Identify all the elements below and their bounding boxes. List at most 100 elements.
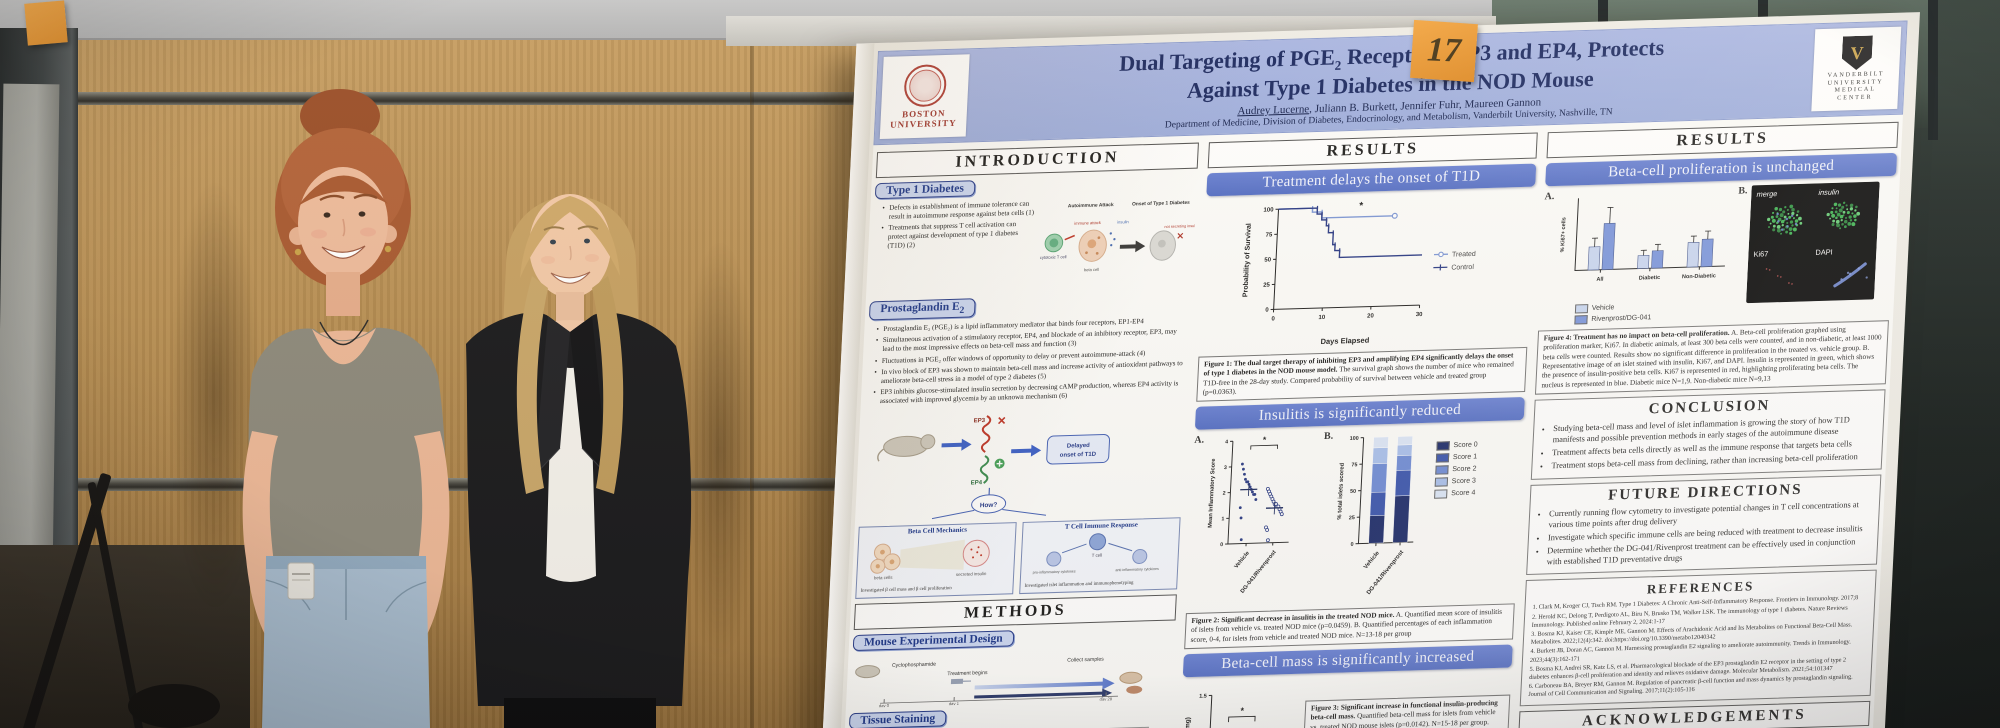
poster-column-intro-methods: INTRODUCTION Type 1 Diabetes Defects in … [838, 142, 1199, 728]
svg-text:All: All [1596, 277, 1604, 283]
t1d-diagram: Autoimmune Attack Onset of Type 1 Diabet… [1040, 200, 1197, 273]
svg-text:Non-Diabetic: Non-Diabetic [1682, 273, 1716, 280]
references-section: REFERENCES 1. Clark M, Kroger CJ, Tisch … [1519, 570, 1877, 706]
person-left-face [289, 167, 397, 279]
future-directions-bullets: Currently running flow cytometry to inve… [1534, 500, 1872, 569]
svg-text:pro-inflammatory cytokines: pro-inflammatory cytokines [1033, 569, 1076, 574]
svg-text:Collect samples: Collect samples [1067, 657, 1104, 664]
hair-strand [592, 276, 624, 494]
svg-text:insulin: insulin [1818, 187, 1839, 197]
person-shadow [680, 240, 760, 660]
t1d-bullets: Defects in establishment of immune toler… [870, 199, 1036, 296]
svg-text:50: 50 [1264, 257, 1272, 263]
results-header-right: RESULTS [1546, 121, 1899, 159]
wall-metal-strip [58, 92, 963, 105]
figure3-caption: Figure 3: Significant increase in functi… [1303, 694, 1511, 728]
figure4-microscopy-image: merge insulin Ki67 DAPI [1746, 181, 1880, 304]
glass-mullion [1928, 0, 1938, 140]
svg-text:75: 75 [1265, 232, 1273, 238]
svg-text:1.5: 1.5 [1199, 693, 1207, 699]
banner-beta-mass-increased: Beta-cell mass is significantly increase… [1182, 644, 1513, 678]
svg-text:cytotoxic T cell: cytotoxic T cell [1040, 254, 1067, 260]
necklace [319, 319, 369, 346]
introduction-header: INTRODUCTION [875, 142, 1199, 179]
banner-insulitis-reduced: Insulitis is significantly reduced [1194, 397, 1525, 431]
svg-text:Beta-Cell Mass (mg): Beta-Cell Mass (mg) [1182, 717, 1192, 728]
svg-text:EP4: EP4 [971, 480, 983, 486]
sticky-note-left [24, 0, 68, 46]
svg-text:*: * [1262, 435, 1266, 445]
t-cell-response-box: T Cell Immune Response T cell pro-inflam… [1019, 517, 1181, 595]
svg-text:day 0: day 0 [879, 703, 890, 708]
svg-text:20: 20 [1366, 313, 1374, 319]
svg-text:0: 0 [1265, 308, 1269, 314]
svg-text:25: 25 [1263, 283, 1271, 289]
sticky-note-17: 17 [1410, 19, 1478, 83]
svg-text:Ki67: Ki67 [1753, 249, 1768, 258]
svg-text:Treated: Treated [1451, 251, 1475, 259]
svg-text:Autoimmune Attack: Autoimmune Attack [1068, 202, 1114, 209]
svg-text:EP3: EP3 [974, 418, 986, 424]
svg-text:insulin: insulin [1117, 219, 1130, 224]
svg-text:not secreting insulin: not secreting insulin [1164, 224, 1196, 229]
figure1-caption: Figure 1: The dual target therapy of inh… [1196, 346, 1528, 403]
svg-text:Vehicle: Vehicle [1363, 550, 1381, 570]
svg-text:day 1: day 1 [949, 701, 960, 706]
figure4-grouped-bar-chart: % Ki67+ cells All Diabetic Non-Diabetic [1553, 186, 1734, 303]
figure4-panel-b-label: B. [1738, 185, 1748, 197]
figure1-survival-chart: 0 25 50 75 100 0 10 20 30 Days Elapsed Probability… [1235, 193, 1498, 351]
bu-seal-icon [903, 63, 948, 107]
vanderbilt-shield-icon: V [1841, 36, 1873, 71]
banner-treatment-delays: Treatment delays the onset of T1D [1206, 163, 1537, 197]
person-left-arm [402, 431, 450, 640]
person-right-face [520, 194, 620, 298]
svg-text:*: * [1240, 706, 1244, 716]
svg-text:beta cell: beta cell [1084, 267, 1100, 272]
person-left-arm [242, 431, 290, 640]
figure4-caption: Figure 4: Treatment has no impact on bet… [1534, 320, 1889, 395]
svg-text:anti-inflammatory cytokines: anti-inflammatory cytokines [1115, 567, 1159, 572]
tissue-staining-subheader: Tissue Staining [848, 710, 947, 728]
svg-text:100: 100 [1263, 207, 1274, 213]
figure4-legend: Vehicle Rivenprost/DG-041 [1574, 300, 1729, 325]
poster-board: BOSTON UNIVERSITY Dual Targeting of PGE2… [819, 12, 1920, 728]
svg-text:75: 75 [1351, 463, 1357, 469]
id-badge [287, 562, 315, 600]
figure4-panels: A. % Ki67+ cells All Diabetic Non-Diabetic … [1538, 181, 1895, 326]
svg-text:Days Elapsed: Days Elapsed [1320, 336, 1370, 346]
svg-text:Treatment begins: Treatment begins [947, 670, 988, 677]
bu-logo: BOSTON UNIVERSITY [879, 54, 970, 140]
person-right [466, 194, 692, 728]
figure2-caption: Figure 2: Significant decrease in insuli… [1184, 603, 1515, 650]
experimental-design-subheader: Mouse Experimental Design [852, 630, 1015, 652]
bu-logo-text: BOSTON UNIVERSITY [889, 107, 957, 130]
pge2-bullets: Prostaglandin E₂ (PGE₂) is a lipid infla… [865, 316, 1191, 408]
svg-text:10: 10 [1318, 315, 1326, 321]
earring-left [294, 248, 302, 256]
person-left-jeans [262, 556, 430, 728]
svg-text:Probability of Survival: Probability of Survival [1242, 223, 1253, 297]
svg-text:0: 0 [1271, 316, 1275, 322]
hair-strand [516, 276, 548, 494]
svg-text:% total islets scored: % total islets scored [1337, 463, 1346, 520]
svg-text:Diabetic: Diabetic [1638, 275, 1660, 282]
svg-text:DAPI: DAPI [1815, 247, 1833, 257]
svg-text:% Ki67+ cells: % Ki67+ cells [1560, 217, 1568, 252]
vanderbilt-logo: V VANDERBILT UNIVERSITY MEDICAL CENTER [1811, 26, 1902, 112]
pge2-subheader: Prostaglandin E2 [868, 298, 976, 321]
methods-header: METHODS [853, 594, 1177, 631]
future-directions-section: FUTURE DIRECTIONS Currently running flow… [1526, 474, 1882, 576]
svg-text:merge: merge [1756, 189, 1777, 199]
acknowledgements-header: ACKNOWLEDGEMENTS [1518, 700, 1871, 728]
easel-base [128, 684, 220, 728]
svg-text:*: * [1359, 201, 1364, 212]
figure2a-scatter-chart: 0 1 2 3 4 Mean Inflammatory Score Vehicle DG-04… [1200, 432, 1320, 603]
earring-right [384, 245, 392, 253]
svg-text:Mean Inflammatory Score: Mean Inflammatory Score [1207, 459, 1216, 528]
research-poster: BOSTON UNIVERSITY Dual Targeting of PGE2… [838, 20, 1908, 728]
figure4-panel-a-label: A. [1544, 191, 1555, 203]
black-pants [504, 698, 656, 728]
figure3-bar-chart: 0.00.51.01.5Beta-Cell Mass (mg)VehicleDG… [1174, 679, 1303, 728]
svg-text:beta cells: beta cells [874, 575, 894, 581]
person-left [242, 89, 450, 728]
